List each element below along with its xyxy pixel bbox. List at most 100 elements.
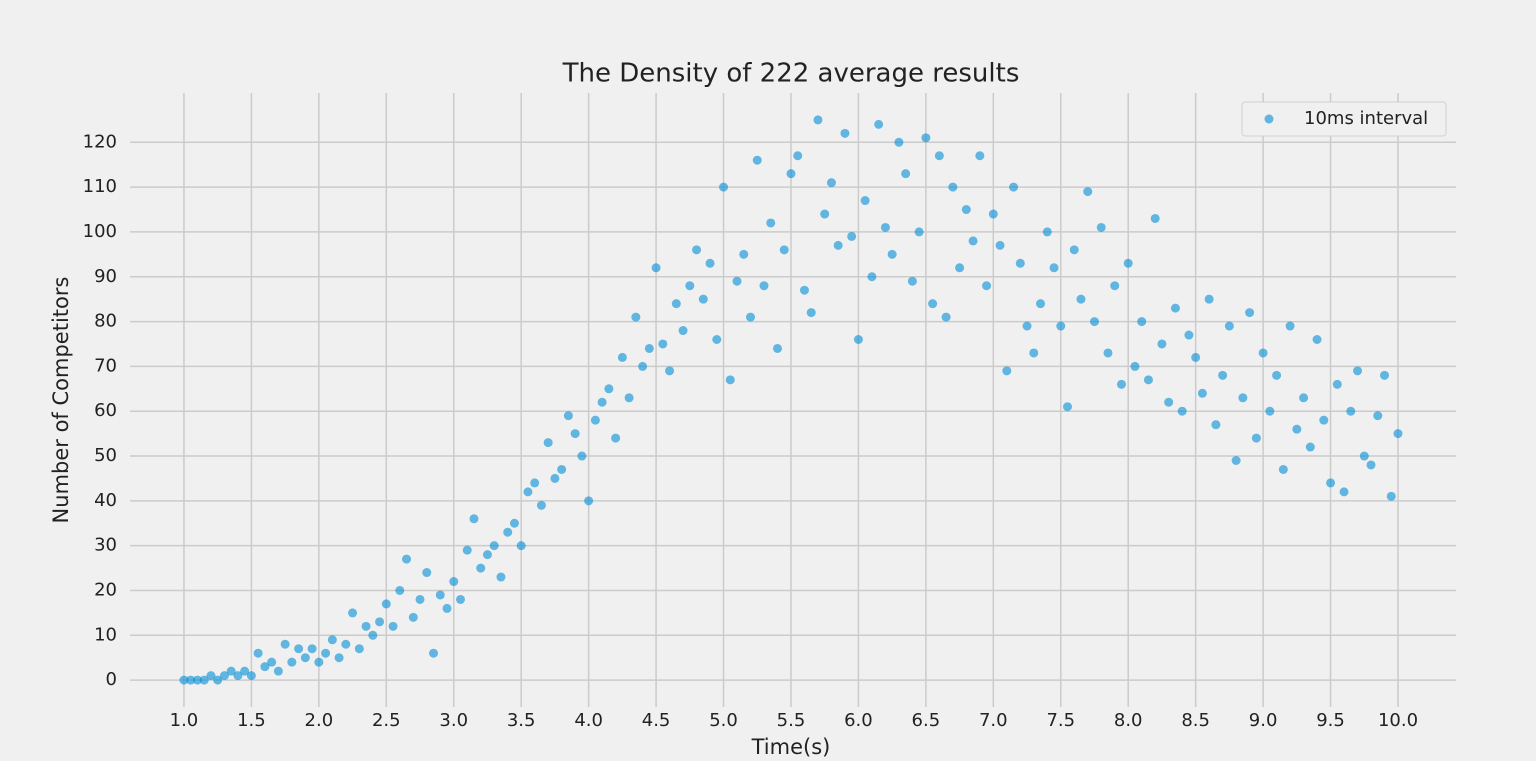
legend: 10ms interval — [1241, 101, 1447, 137]
y-tick-label: 0 — [106, 669, 117, 690]
point — [1184, 330, 1194, 340]
point — [712, 334, 722, 344]
point — [880, 222, 890, 232]
point — [685, 281, 695, 291]
legend-marker — [1264, 114, 1274, 124]
point — [186, 675, 196, 685]
point — [1110, 281, 1120, 291]
point — [402, 554, 412, 564]
point — [624, 393, 634, 403]
point — [1299, 393, 1309, 403]
point — [1346, 406, 1356, 416]
point — [732, 276, 742, 286]
point — [793, 151, 803, 161]
point — [860, 196, 870, 206]
point — [597, 397, 607, 407]
point — [995, 240, 1005, 250]
point — [1251, 433, 1261, 443]
y-tick-label: 20 — [94, 579, 117, 600]
point — [988, 209, 998, 219]
point — [651, 263, 661, 273]
point — [934, 151, 944, 161]
point — [1116, 379, 1126, 389]
point — [584, 496, 594, 506]
point — [914, 227, 924, 237]
point — [1042, 227, 1052, 237]
point — [395, 585, 405, 595]
point — [1238, 393, 1248, 403]
point — [388, 621, 398, 631]
point — [192, 675, 202, 685]
x-tick-label: 1.0 — [170, 710, 199, 731]
point — [806, 308, 816, 318]
point — [1137, 317, 1147, 327]
point — [557, 464, 567, 474]
point — [199, 675, 209, 685]
point — [982, 281, 992, 291]
point — [968, 236, 978, 246]
point — [455, 594, 465, 604]
point — [658, 339, 668, 349]
point — [665, 366, 675, 376]
x-tick-label: 2.0 — [305, 710, 334, 731]
point — [1009, 182, 1019, 192]
legend-box — [1241, 101, 1447, 137]
point — [219, 671, 229, 681]
point — [496, 572, 506, 582]
y-tick-label: 80 — [94, 311, 117, 332]
point — [725, 375, 735, 385]
point — [874, 119, 884, 129]
point — [705, 258, 715, 268]
y-tick-label: 10 — [94, 624, 117, 645]
point — [267, 657, 277, 667]
y-tick-label: 60 — [94, 400, 117, 421]
point — [489, 541, 499, 551]
x-tick-label: 10.0 — [1378, 710, 1418, 731]
point — [941, 312, 951, 322]
point — [671, 299, 681, 309]
point — [975, 151, 985, 161]
point — [1049, 263, 1059, 273]
point — [955, 263, 965, 273]
point — [550, 473, 560, 483]
point — [449, 577, 459, 587]
point — [1258, 348, 1268, 358]
point — [354, 644, 364, 654]
point — [422, 568, 432, 578]
point — [590, 415, 600, 425]
point — [361, 621, 371, 631]
point — [1015, 258, 1025, 268]
point — [1197, 388, 1207, 398]
point — [853, 334, 863, 344]
point — [644, 343, 654, 353]
point — [536, 500, 546, 510]
point — [260, 662, 270, 672]
point — [1245, 308, 1255, 318]
point — [1231, 456, 1241, 466]
point — [327, 635, 337, 645]
legend-label: 10ms interval — [1304, 108, 1428, 129]
point — [577, 451, 587, 461]
point — [563, 411, 573, 421]
x-tick-label: 3.0 — [439, 710, 468, 731]
x-tick-label: 8.0 — [1114, 710, 1143, 731]
point — [786, 169, 796, 179]
point — [1353, 366, 1363, 376]
point — [1393, 429, 1403, 439]
point — [300, 653, 310, 663]
y-tick-label: 90 — [94, 266, 117, 287]
x-tick-label: 4.0 — [574, 710, 603, 731]
point — [1224, 321, 1234, 331]
point — [1056, 321, 1066, 331]
point — [948, 182, 958, 192]
point — [1366, 460, 1376, 470]
x-axis-label: Time(s) — [751, 735, 831, 759]
point — [678, 326, 688, 336]
point — [799, 285, 809, 295]
point — [233, 671, 243, 681]
y-tick-label: 50 — [94, 445, 117, 466]
point — [1150, 213, 1160, 223]
point — [638, 361, 648, 371]
point — [867, 272, 877, 282]
point — [1278, 464, 1288, 474]
